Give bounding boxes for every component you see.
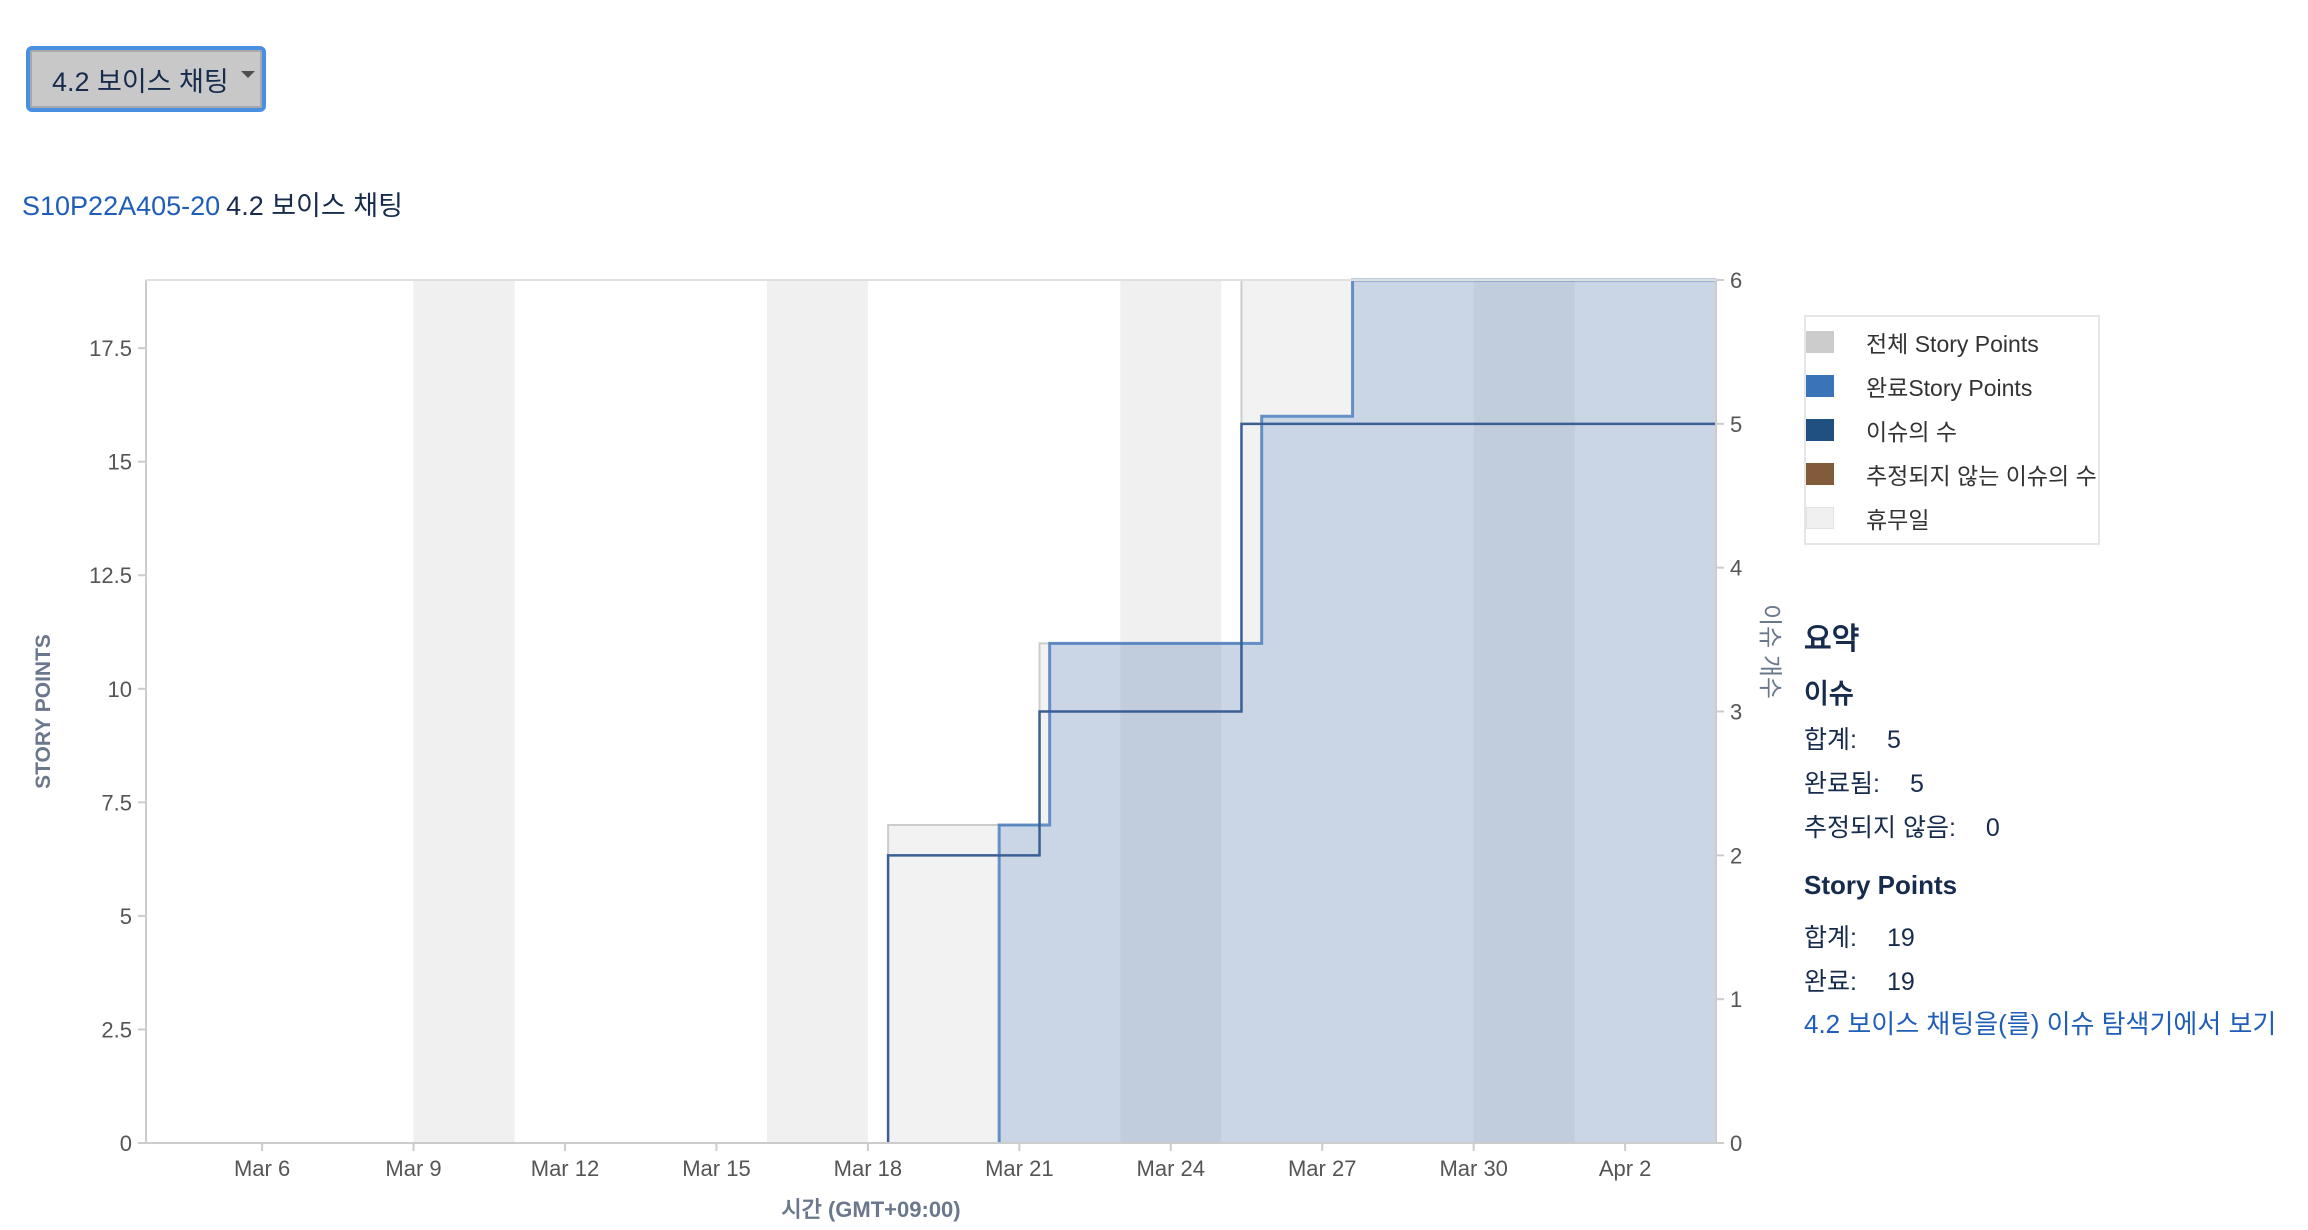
version-dropdown-label: 4.2 보이스 채팅	[52, 66, 229, 97]
breadcrumb: S10P22A405-20 4.2 보이스 채팅	[22, 184, 403, 223]
issues-total-row: 합계: 5	[1804, 720, 1901, 756]
y-left-tick-label: 7.5	[101, 790, 132, 815]
sp-total-row: 합계: 19	[1804, 918, 1915, 954]
issues-unestimated-value: 0	[1985, 814, 2000, 842]
chevron-down-icon	[240, 70, 255, 78]
legend-swatch	[1806, 419, 1834, 441]
y-left-tick-label: 17.5	[89, 336, 132, 361]
legend-label: 완료Story Points	[1866, 375, 2033, 401]
legend-item: 완료Story Points	[1806, 369, 2032, 403]
non-working-day-band	[766, 280, 868, 1143]
version-report-chart: 0 2.5 5 7.5 10 12.5 15 17.5 0 1 2 3 4 5 6 Mar 6 Mar 9 Mar…	[32, 268, 1783, 1222]
y-right-tick-label: 6	[1730, 268, 1742, 293]
x-tick-label: Mar 9	[385, 1156, 441, 1181]
y-right-axis-title: 이슈 개수	[1756, 604, 1783, 699]
legend-label: 전체 Story Points	[1866, 331, 2039, 357]
issues-total-value: 5	[1886, 726, 1901, 754]
issue-count-line	[886, 422, 1716, 1143]
y-left-axis-title: STORY POINTS	[32, 634, 55, 789]
y-left-tick-label: 5	[120, 904, 132, 929]
y-right-tick-label: 1	[1730, 987, 1742, 1012]
x-tick-label: Apr 2	[1599, 1156, 1652, 1181]
summary-title: 요약	[1804, 623, 1860, 656]
completed-story-points-area	[999, 280, 1716, 1143]
x-tick-label: Mar 12	[531, 1156, 599, 1181]
issues-total-label: 합계:	[1804, 726, 1857, 754]
issues-done-row: 완료됨: 5	[1804, 764, 1924, 800]
story-points-heading: Story Points	[1804, 870, 1958, 900]
y-left-tick-label: 2.5	[101, 1017, 132, 1042]
issues-done-label: 완료됨:	[1804, 770, 1880, 798]
x-axis-title: 시간 (GMT+09:00)	[781, 1197, 960, 1222]
y-left-tick-label: 0	[120, 1131, 132, 1156]
legend-label: 이슈의 수	[1866, 419, 1958, 445]
y-right-tick-label: 5	[1730, 412, 1742, 437]
legend-swatch	[1806, 375, 1834, 397]
y-left-tick-label: 15	[108, 450, 132, 475]
x-tick-label: Mar 30	[1439, 1156, 1507, 1181]
sp-done-label: 완료:	[1804, 968, 1857, 996]
issue-explorer-link[interactable]: 4.2 보이스 채팅을(를) 이슈 탐색기에서 보기	[1804, 1009, 2277, 1039]
non-working-day-band	[413, 280, 515, 1143]
x-tick-label: Mar 27	[1288, 1156, 1356, 1181]
legend-item: 휴무일	[1806, 501, 1929, 535]
x-tick-label: Mar 6	[234, 1156, 290, 1181]
legend-item: 이슈의 수	[1806, 413, 1957, 447]
legend-label: 휴무일	[1866, 507, 1930, 533]
x-tick-label: Mar 18	[834, 1156, 902, 1181]
y-right-tick-label: 3	[1730, 700, 1742, 725]
y-left-tick-label: 10	[108, 677, 132, 702]
y-right-tick-label: 2	[1730, 843, 1742, 868]
legend-item: 추정되지 않는 이슈의 수	[1806, 457, 2097, 491]
sp-done-value: 19	[1886, 968, 1915, 996]
issues-heading: 이슈	[1804, 679, 1854, 709]
issues-unestimated-label: 추정되지 않음:	[1804, 814, 1956, 842]
sp-total-label: 합계:	[1804, 924, 1857, 952]
sp-done-row: 완료: 19	[1804, 962, 1915, 998]
total-story-points-area	[888, 280, 1716, 1143]
x-tick-label: Mar 21	[985, 1156, 1053, 1181]
legend-label: 추정되지 않는 이슈의 수	[1866, 463, 2097, 489]
legend-swatch	[1806, 331, 1834, 353]
completed-story-points-line	[997, 278, 1716, 1143]
x-tick-label: Mar 15	[682, 1156, 750, 1181]
legend-item: 전체 Story Points	[1806, 325, 2039, 359]
y-right-tick-label: 0	[1730, 1131, 1742, 1156]
legend-swatch	[1806, 507, 1834, 529]
x-tick-label: Mar 24	[1137, 1156, 1205, 1181]
sp-total-value: 19	[1886, 924, 1915, 952]
issue-key-link[interactable]: S10P22A405-20	[22, 191, 221, 221]
version-name: 4.2 보이스 채팅	[226, 191, 403, 221]
issues-done-value: 5	[1909, 770, 1924, 798]
issues-unestimated-row: 추정되지 않음: 0	[1804, 808, 2000, 844]
legend-swatch	[1806, 463, 1834, 485]
y-right-tick-label: 4	[1730, 556, 1742, 581]
y-left-tick-label: 12.5	[89, 563, 132, 588]
version-dropdown[interactable]: 4.2 보이스 채팅	[26, 46, 266, 112]
